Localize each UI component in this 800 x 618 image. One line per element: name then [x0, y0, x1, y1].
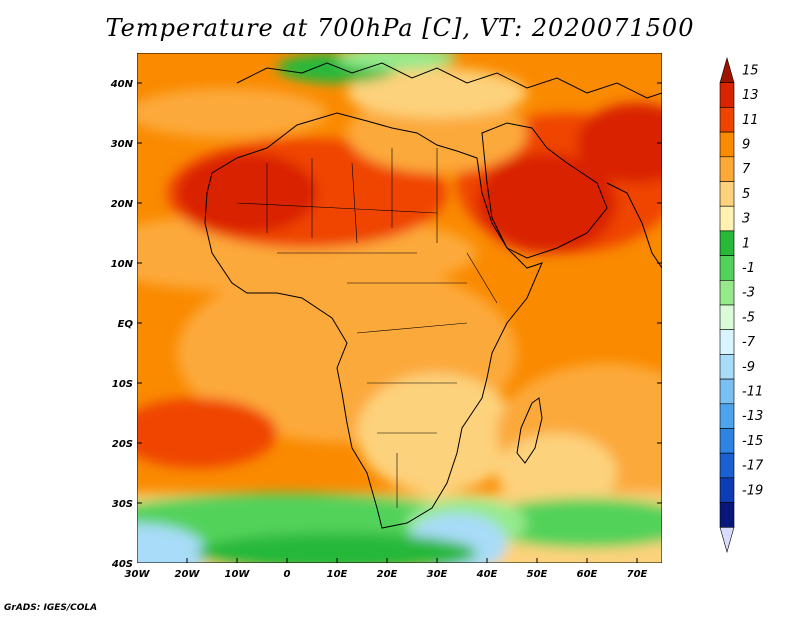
colorbar-label: -19 — [742, 483, 763, 498]
colorbar-label: 9 — [742, 137, 750, 152]
colorbar-swatch — [719, 181, 735, 207]
longitude-axis — [137, 558, 638, 563]
colorbar-swatch — [719, 280, 735, 306]
lat-tick-label: 20N — [111, 199, 134, 210]
colorbar-swatch — [719, 477, 735, 503]
lat-tick-label: 40S — [111, 559, 133, 570]
colorbar-swatch — [719, 452, 735, 479]
lon-tick-label: 30W — [125, 569, 151, 580]
lat-tick-label: 20S — [112, 439, 133, 450]
india-coastline — [606, 182, 662, 269]
lon-tick-label: 10E — [327, 569, 348, 580]
temperature-map — [137, 53, 662, 563]
temperature-field — [137, 53, 662, 563]
africa-coastline — [204, 112, 543, 529]
europe-coastline — [236, 62, 662, 99]
colorbar-label: 1 — [742, 236, 750, 251]
grads-credit: GrADS: IGES/COLA — [4, 603, 98, 613]
colorbar-swatch — [719, 230, 735, 256]
colorbar-swatch — [719, 403, 735, 429]
colorbar-swatch — [719, 131, 735, 158]
colorbar: 15 13 11 9 7 5 3 1 -1 -3 -5 -7 -9 -11 -13 -15 -17 -19 — [719, 56, 764, 554]
map-title: Temperature at 700hPa [C], VT: 202007150… — [105, 14, 695, 42]
colorbar-label: -9 — [742, 360, 755, 375]
colorbar-label: -7 — [742, 335, 756, 350]
colorbar-label: -13 — [742, 409, 763, 424]
lat-tick-label: 30S — [112, 499, 133, 510]
colorbar-swatch — [719, 107, 735, 133]
colorbar-label: 3 — [742, 212, 750, 227]
colorbar-label: -5 — [742, 310, 755, 325]
colorbar-label: 7 — [742, 162, 751, 177]
longitude-labels: 30W 20W 10W 0 10E 20E 30E 40E 50E 60E 70E — [125, 569, 648, 580]
colorbar-swatch — [719, 255, 735, 281]
colorbar-label: -1 — [742, 261, 755, 276]
lat-tick-label: 30N — [111, 139, 134, 150]
lon-tick-label: 50E — [527, 569, 548, 580]
lat-tick-label: 40N — [110, 79, 134, 90]
colorbar-swatch — [719, 502, 735, 528]
lon-tick-label: 20W — [175, 569, 201, 580]
colorbar-swatch — [719, 304, 735, 331]
latitude-labels: 40N 30N 20N 10N EQ 10S 20S 30S 40S — [110, 79, 134, 570]
colorbar-label: 11 — [742, 113, 759, 128]
colorbar-swatch — [719, 354, 735, 380]
lon-tick-label: 10W — [225, 569, 251, 580]
latitude-axis — [137, 82, 662, 563]
lon-tick-label: 20E — [377, 569, 398, 580]
colorbar-swatch — [719, 156, 735, 182]
lat-tick-label: 10S — [112, 379, 133, 390]
lon-tick-label: 40E — [476, 569, 498, 580]
colorbar-label: 15 — [742, 63, 759, 78]
colorbar-swatch — [719, 428, 735, 454]
colorbar-swatch — [719, 205, 735, 232]
arabia-coastline — [481, 122, 608, 259]
colorbar-swatch — [719, 378, 735, 405]
colorbar-label: -3 — [742, 286, 755, 301]
colorbar-label: -17 — [742, 459, 764, 474]
lat-tick-label: 10N — [111, 259, 134, 270]
colorbar-label: 13 — [742, 88, 759, 103]
lat-tick-label: EQ — [118, 319, 134, 330]
colorbar-swatch — [719, 526, 735, 554]
colorbar-label: -15 — [742, 434, 763, 449]
lon-tick-label: 70E — [627, 569, 648, 580]
colorbar-swatch — [719, 329, 735, 355]
lon-tick-label: 0 — [284, 569, 291, 580]
madagascar-coastline — [516, 397, 543, 464]
colorbar-label: 5 — [742, 187, 750, 202]
colorbar-swatch — [719, 56, 735, 84]
colorbar-swatch — [719, 82, 735, 108]
colorbar-label: -11 — [742, 384, 763, 399]
country-borders — [236, 148, 498, 508]
lon-tick-label: 60E — [577, 569, 598, 580]
lon-tick-label: 30E — [427, 569, 448, 580]
